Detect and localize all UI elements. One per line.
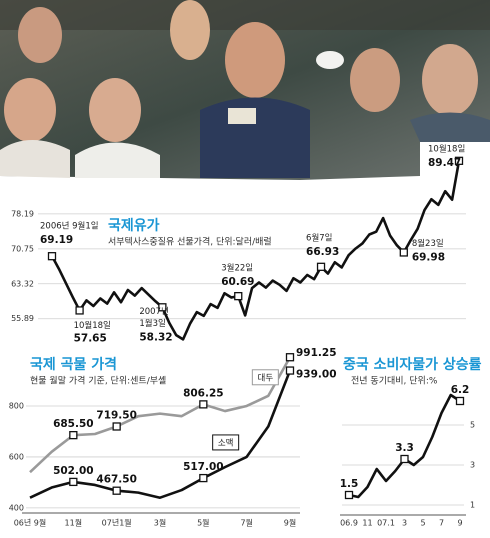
y-tick-label: 63.32	[11, 279, 34, 288]
y-tick-label: 3	[470, 461, 475, 470]
date-label: 8월23일	[412, 238, 444, 249]
chart-subtitle: 현물 월말 가격 기준, 단위:센트/부셸	[30, 375, 166, 387]
value-label: 939.00	[296, 369, 337, 381]
x-tick-label: 06년 9월	[14, 518, 47, 528]
y-tick-label: 400	[9, 503, 24, 512]
x-tick-label: 07.1	[377, 519, 395, 528]
value-label: 719.50	[96, 409, 137, 421]
value-label: 3.3	[395, 442, 414, 454]
y-tick-label: 70.75	[11, 244, 34, 253]
value-label: 69.98	[412, 251, 445, 263]
marker	[75, 306, 84, 315]
value-label: 69.19	[40, 234, 73, 246]
chart-title: 국제 곡물 가격	[30, 356, 117, 373]
value-label: 1.5	[340, 478, 359, 490]
date-label: 2006년 9월1일	[40, 221, 99, 232]
value-label: 467.50	[96, 474, 137, 486]
x-tick-label: 9	[457, 519, 462, 528]
date-label: 6월7일	[306, 232, 332, 243]
date-label: 1월3일	[139, 318, 165, 329]
x-tick-label: 11월	[65, 518, 83, 528]
y-tick-label: 600	[9, 452, 24, 461]
y-tick-label: 5	[470, 421, 475, 430]
marker	[400, 454, 409, 464]
marker	[455, 396, 465, 406]
marker	[112, 422, 121, 431]
x-tick-label: 3월	[154, 518, 166, 528]
date-label: 10월18일	[428, 143, 465, 154]
marker	[199, 400, 208, 409]
date-label: 10월18일	[74, 320, 111, 331]
marker	[112, 486, 121, 495]
x-tick-label: 7	[439, 519, 444, 528]
series-line	[29, 370, 292, 500]
value-label: 58.32	[139, 331, 172, 343]
series-line	[50, 160, 461, 341]
marker	[199, 473, 208, 483]
marker	[69, 477, 78, 487]
value-label: 60.69	[221, 276, 254, 288]
value-label: 806.25	[183, 387, 224, 399]
chart-title: 국제유가	[108, 218, 160, 234]
marker	[47, 252, 57, 261]
photo	[0, 0, 490, 180]
x-tick-label: 07년1월	[102, 518, 132, 528]
axes	[22, 512, 466, 516]
y-tick-label: 1	[470, 501, 475, 510]
value-label: 991.25	[296, 347, 337, 359]
x-tick-label: 9월	[284, 518, 296, 528]
marker	[285, 366, 295, 375]
date-label: 2007년	[139, 306, 168, 317]
y-tick-label: 78.19	[11, 209, 34, 218]
x-tick-label: 11	[362, 519, 372, 528]
series-line	[29, 356, 292, 474]
legend-label: 대두	[258, 373, 274, 383]
value-label: 57.65	[74, 332, 107, 344]
marker	[158, 303, 167, 312]
legend-label: 소맥	[218, 437, 234, 448]
y-tick-label: 55.89	[11, 314, 34, 323]
value-label: 685.50	[53, 418, 94, 430]
value-label: 66.93	[306, 246, 339, 258]
x-tick-label: 5	[420, 519, 425, 528]
chart-subtitle: 서부텍사스중질유 선물가격, 단위:달러/배럴	[108, 236, 272, 248]
x-tick-label: 7월	[240, 518, 252, 528]
date-label: 3월22일	[221, 263, 253, 274]
value-label: 517.00	[183, 461, 224, 473]
marker	[454, 156, 464, 165]
marker	[285, 353, 295, 362]
x-tick-label: 5월	[197, 518, 209, 528]
value-label: 89.47	[428, 157, 461, 169]
marker	[234, 291, 243, 301]
marker	[344, 490, 354, 500]
value-label: 6.2	[451, 384, 470, 396]
x-tick-label: 06.9	[340, 519, 358, 528]
marker	[316, 262, 326, 271]
series-tag-box	[212, 434, 240, 451]
marker	[69, 430, 78, 440]
chart-title: 중국 소비자물가 상승률	[343, 356, 482, 373]
series-tag-box	[251, 369, 279, 386]
marker	[399, 248, 408, 257]
value-label: 502.00	[53, 465, 94, 477]
y-tick-label: 800	[9, 401, 24, 410]
chart-subtitle: 전년 동기대비, 단위:%	[351, 376, 438, 387]
x-tick-label: 3	[402, 519, 407, 528]
